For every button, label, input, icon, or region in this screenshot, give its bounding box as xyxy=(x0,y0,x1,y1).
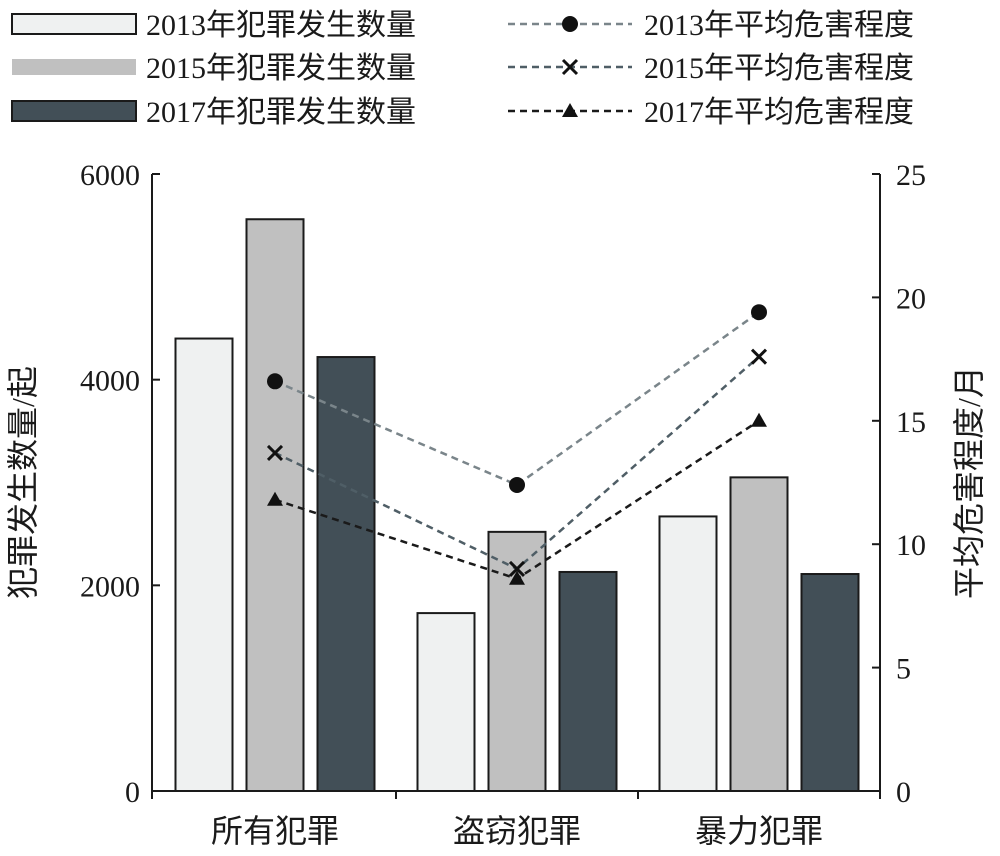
line-point-0-0 xyxy=(267,373,283,390)
y-tick-label: 2000 xyxy=(80,570,140,603)
x-tick-label: 暴力犯罪 xyxy=(695,813,823,849)
y-tick-label: 6000 xyxy=(80,159,140,192)
bar-2013-2 xyxy=(658,515,718,792)
legend-label-bar-2: 2017年犯罪发生数量 xyxy=(146,96,416,129)
line-point-1-1 xyxy=(508,560,526,577)
line-point-0-2 xyxy=(751,304,767,321)
x-tick-label: 盗窃犯罪 xyxy=(453,813,581,849)
y2-tick-label: 5 xyxy=(896,653,911,686)
legend-label-line-1: 2015年平均危害程度 xyxy=(644,52,914,85)
legend-marker-2 xyxy=(562,103,578,117)
bar-2013-1 xyxy=(416,612,476,792)
bar-2017-2 xyxy=(800,573,860,792)
line-group xyxy=(266,304,768,585)
legend-swatch-bar-2 xyxy=(11,100,137,122)
legend-label-line-0: 2013年平均危害程度 xyxy=(644,9,914,42)
bar-2015-2 xyxy=(729,476,789,792)
y2-axis-title: 平均危害程度/月 xyxy=(951,366,987,599)
y-tick-label: 0 xyxy=(125,776,140,809)
y2-tick-label: 15 xyxy=(896,406,926,439)
legend-label-bar-0: 2013年犯罪发生数量 xyxy=(146,9,416,42)
legend-marker-1 xyxy=(561,58,579,76)
line-point-2-1 xyxy=(509,570,525,585)
line-point-2-0 xyxy=(267,491,283,506)
y2-tick-label: 20 xyxy=(896,282,926,315)
legend-label-bar-1: 2015年犯罪发生数量 xyxy=(146,52,416,85)
y2-tick-label: 10 xyxy=(896,529,926,562)
y-axis-title: 犯罪发生数量/起 xyxy=(5,366,41,599)
legend-swatch-bar-0 xyxy=(11,13,137,35)
line-series-0 xyxy=(274,311,760,487)
bar-2017-0 xyxy=(316,356,376,792)
bar-2013-0 xyxy=(174,337,234,792)
line-point-1-2 xyxy=(750,348,768,365)
legend-swatch-2015-bars xyxy=(12,59,136,75)
y-tick-label: 4000 xyxy=(80,365,140,398)
bar-2017-1 xyxy=(558,570,618,793)
y2-tick-label: 25 xyxy=(896,159,926,192)
x-tick-label: 所有犯罪 xyxy=(211,813,339,849)
line-point-2-2 xyxy=(751,412,767,427)
line-point-0-1 xyxy=(509,476,525,493)
y2-tick-label: 0 xyxy=(896,776,911,809)
legend-label-line-2: 2017年平均危害程度 xyxy=(644,96,914,129)
axes: 0 2000 4000 6000 0 5 10 15 20 25 所有犯罪 盗窃犯罪 暴力犯罪 犯罪发生数… xyxy=(5,159,987,849)
line-point-1-0 xyxy=(266,444,284,461)
legend: 2013年犯罪发生数量 2015年犯罪发生数量 2017年犯罪发生数量 2013年平均… xyxy=(11,9,914,129)
legend-marker-0 xyxy=(562,16,578,32)
